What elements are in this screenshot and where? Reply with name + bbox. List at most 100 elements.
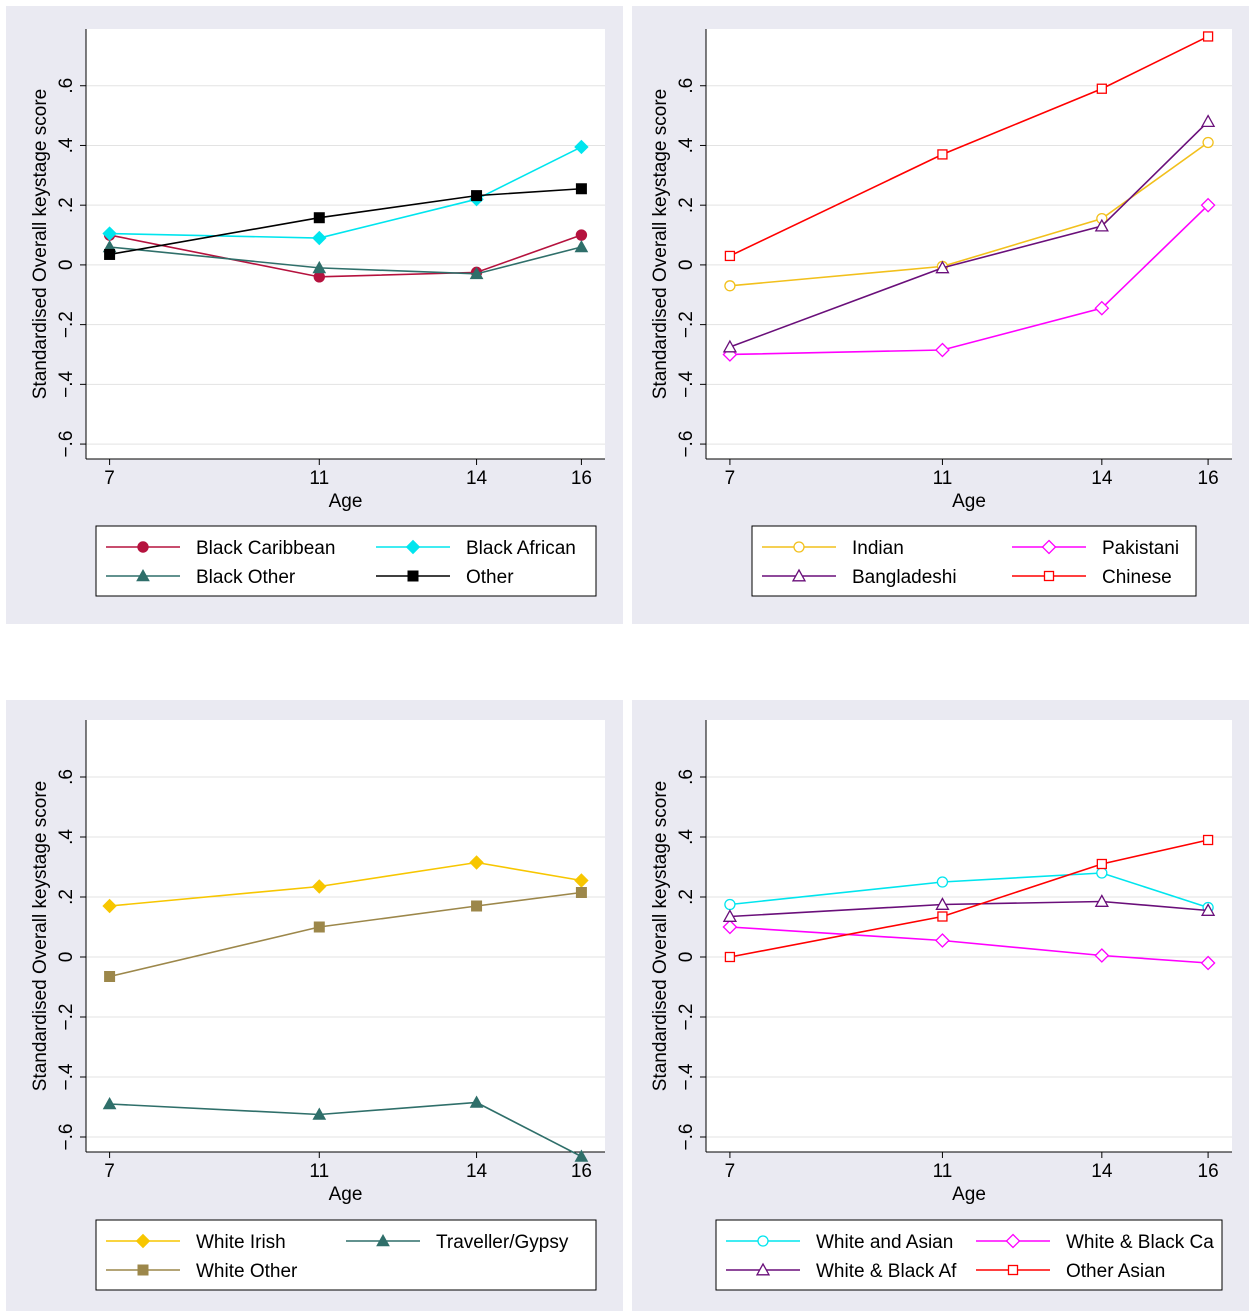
- legend-item-black-african: Black African: [376, 538, 576, 559]
- legend-item-white-black-af: White & Black Af: [726, 1261, 957, 1282]
- chart-panel-3: −.6 −.4 −.2 0 .2 .4 .6 7 11 14 16 Age Standardised O…: [6, 700, 623, 1311]
- y-tick-label: .2: [56, 197, 77, 213]
- x-tick-label: 14: [1091, 1161, 1113, 1182]
- legend-label: Indian: [852, 538, 904, 559]
- chart-panel-1: −.6 −.4 −.2 0 .2 .4 .6 7 11 14 16 Age Standardised O…: [6, 6, 623, 624]
- y-tick-label: 0: [56, 952, 77, 963]
- series-line: [729, 141, 1209, 287]
- data-point: [469, 1095, 484, 1108]
- data-point: [724, 898, 736, 911]
- legend-box: [95, 1219, 597, 1291]
- data-point: [1200, 903, 1216, 916]
- series-other-asian: [724, 834, 1214, 963]
- series-line: [109, 187, 582, 256]
- data-point: [724, 250, 736, 262]
- data-point: [575, 183, 587, 195]
- y-tick-label: 0: [676, 260, 697, 271]
- legend-label: Chinese: [1102, 567, 1172, 588]
- legend-item-white-black-ca: White & Black Ca: [976, 1232, 1214, 1253]
- data-point: [936, 876, 949, 888]
- legend-swatch-marker: [135, 1233, 151, 1249]
- data-point: [104, 971, 116, 982]
- x-tick-label: 14: [466, 468, 488, 489]
- y-tick-label: .6: [56, 769, 77, 785]
- x-tick-label: 16: [571, 468, 592, 489]
- y-tick-label: 0: [676, 952, 697, 963]
- y-tick-label: −.2: [676, 311, 697, 338]
- y-tick-label: −.6: [56, 1124, 77, 1151]
- y-tick-label: .2: [676, 889, 697, 905]
- series-traveller-gypsy: [102, 1095, 589, 1162]
- series-line: [109, 891, 582, 978]
- data-point: [312, 230, 327, 246]
- data-point: [1200, 955, 1216, 971]
- y-tick-label: .6: [676, 78, 697, 94]
- series-line: [729, 120, 1209, 348]
- x-tick-label: 11: [309, 468, 329, 489]
- y-tick-label: −.2: [56, 1004, 77, 1031]
- legend-item-black-other: Black Other: [106, 567, 296, 588]
- legend-swatch-marker: [1041, 539, 1057, 555]
- legend-swatch-marker: [1005, 1233, 1021, 1249]
- x-axis-title: Age: [952, 1184, 986, 1205]
- y-tick-label: −.2: [676, 1004, 697, 1031]
- data-point: [471, 190, 483, 202]
- series-chinese: [724, 31, 1214, 262]
- legend-item-white-and-asian: White and Asian: [726, 1232, 953, 1253]
- legend-label: Traveller/Gypsy: [436, 1232, 569, 1253]
- y-tick-label: .4: [56, 829, 77, 845]
- data-point: [574, 139, 589, 155]
- legend-swatch-marker: [137, 1264, 149, 1276]
- plot-area: [86, 29, 605, 459]
- series-bangladeshi: [722, 114, 1216, 353]
- data-point: [575, 229, 588, 241]
- legend-box: [751, 525, 1197, 597]
- legend: Indian Pakistani Bangladeshi Chinese: [751, 525, 1197, 597]
- data-point: [313, 921, 325, 933]
- legend-box: [715, 1219, 1223, 1291]
- data-point: [1200, 114, 1216, 128]
- data-point: [1096, 83, 1107, 94]
- legend: Black Caribbean Black African Black Other O…: [95, 525, 597, 597]
- data-point: [1094, 300, 1110, 316]
- legend-item-indian: Indian: [762, 538, 904, 559]
- series-line: [729, 35, 1209, 257]
- x-tick-label: 11: [933, 1161, 953, 1182]
- y-tick-label: .6: [676, 769, 697, 785]
- legend-swatch-marker: [1007, 1264, 1019, 1276]
- series-line: [729, 926, 1209, 964]
- data-point: [1202, 136, 1214, 149]
- legend-item-white-irish: White Irish: [106, 1232, 286, 1253]
- data-point: [937, 149, 948, 160]
- data-point: [937, 911, 948, 922]
- series-line: [109, 246, 582, 275]
- y-tick-label: .4: [676, 137, 697, 153]
- y-tick-label: −.4: [56, 1063, 77, 1090]
- series-line: [729, 839, 1209, 958]
- legend-label: Black Other: [196, 567, 296, 588]
- data-point: [313, 271, 325, 283]
- legend-label: Black Caribbean: [196, 538, 335, 559]
- legend-item-chinese: Chinese: [1012, 567, 1172, 588]
- y-tick-label: −.6: [676, 1124, 697, 1151]
- data-point: [1200, 197, 1216, 213]
- x-tick-label: 7: [725, 1161, 736, 1182]
- legend-swatch-marker: [791, 568, 807, 582]
- series-line: [729, 872, 1209, 909]
- data-point: [1094, 894, 1109, 907]
- x-tick-label: 16: [1198, 1161, 1219, 1182]
- data-point: [102, 898, 117, 914]
- legend-item-bangladeshi: Bangladeshi: [762, 567, 957, 588]
- data-point: [1096, 867, 1108, 879]
- data-point: [469, 266, 484, 280]
- y-tick-label: −.4: [676, 1063, 697, 1090]
- series-line: [729, 204, 1209, 356]
- chart-panel-4: −.6 −.4 −.2 0 .2 .4 .6 7 11 14 16 Age Standardised O…: [632, 700, 1249, 1311]
- y-tick-label: −.2: [56, 311, 77, 338]
- data-point: [724, 280, 736, 292]
- legend-label: Pakistani: [1102, 538, 1179, 559]
- plot-area: [706, 29, 1232, 459]
- data-point: [575, 887, 587, 898]
- series-white-other: [104, 887, 587, 982]
